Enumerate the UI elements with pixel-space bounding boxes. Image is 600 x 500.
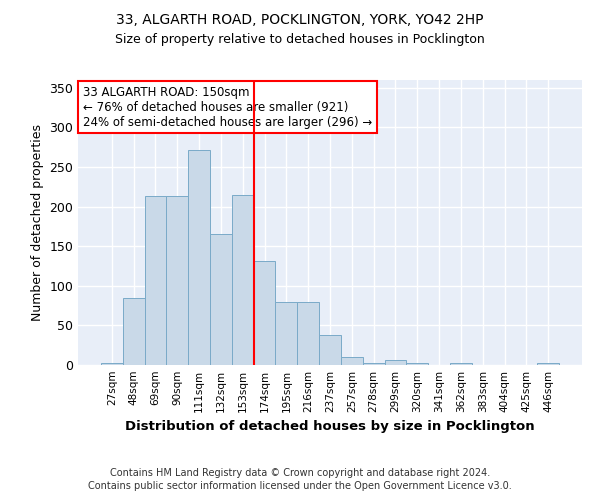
Bar bbox=[210, 234, 232, 365]
Bar bbox=[166, 196, 188, 365]
Bar bbox=[297, 302, 319, 365]
Bar bbox=[101, 364, 123, 365]
Bar bbox=[385, 360, 406, 365]
Bar bbox=[254, 260, 275, 365]
Bar bbox=[275, 302, 297, 365]
Text: 33 ALGARTH ROAD: 150sqm
← 76% of detached houses are smaller (921)
24% of semi-d: 33 ALGARTH ROAD: 150sqm ← 76% of detache… bbox=[83, 86, 372, 128]
Text: Size of property relative to detached houses in Pocklington: Size of property relative to detached ho… bbox=[115, 32, 485, 46]
Bar bbox=[319, 335, 341, 365]
Bar bbox=[363, 362, 385, 365]
Bar bbox=[341, 357, 363, 365]
Text: Contains HM Land Registry data © Crown copyright and database right 2024.: Contains HM Land Registry data © Crown c… bbox=[110, 468, 490, 477]
Text: Contains public sector information licensed under the Open Government Licence v3: Contains public sector information licen… bbox=[88, 481, 512, 491]
Text: 33, ALGARTH ROAD, POCKLINGTON, YORK, YO42 2HP: 33, ALGARTH ROAD, POCKLINGTON, YORK, YO4… bbox=[116, 12, 484, 26]
Bar bbox=[537, 364, 559, 365]
Bar bbox=[123, 298, 145, 365]
Bar bbox=[450, 362, 472, 365]
Bar bbox=[188, 150, 210, 365]
Y-axis label: Number of detached properties: Number of detached properties bbox=[31, 124, 44, 321]
Bar bbox=[145, 196, 166, 365]
Bar bbox=[232, 195, 254, 365]
Bar bbox=[406, 362, 428, 365]
X-axis label: Distribution of detached houses by size in Pocklington: Distribution of detached houses by size … bbox=[125, 420, 535, 434]
